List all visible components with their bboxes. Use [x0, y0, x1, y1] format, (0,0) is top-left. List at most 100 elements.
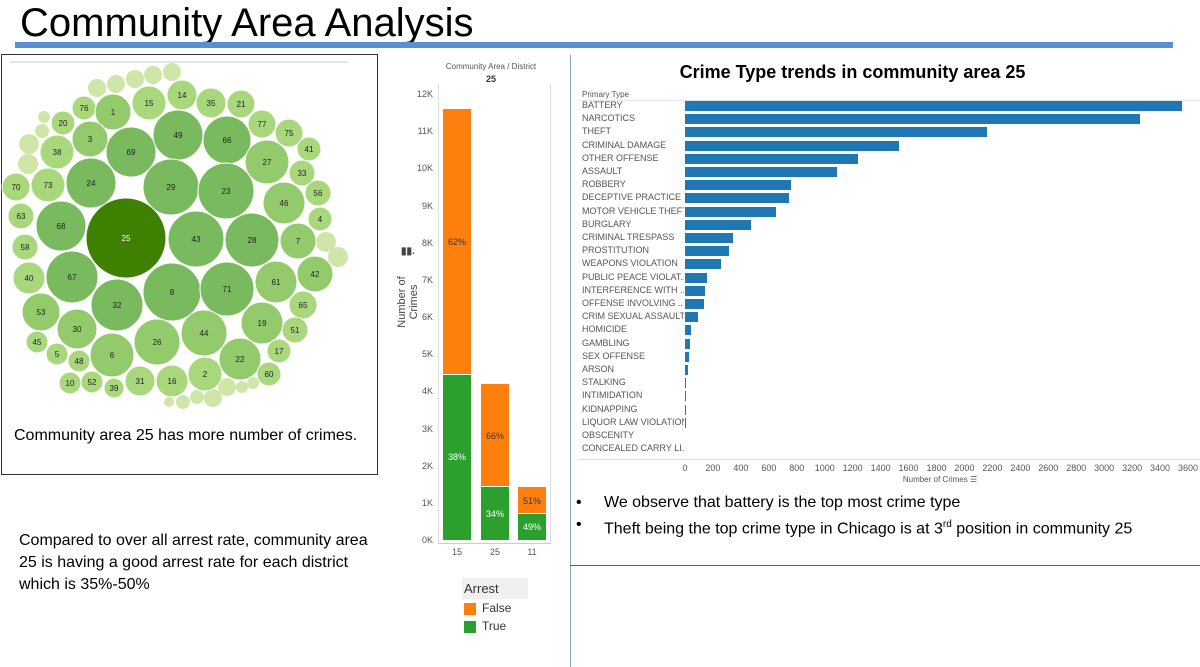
bubble[interactable]	[176, 395, 190, 409]
bubble[interactable]	[88, 79, 106, 97]
bubble-33[interactable]	[288, 159, 316, 187]
bar-crim-sexual-assault[interactable]	[685, 312, 698, 323]
bubble-68[interactable]	[35, 200, 87, 252]
bubble[interactable]	[38, 111, 50, 123]
bubble-75[interactable]	[274, 118, 304, 148]
bubble-1[interactable]	[94, 93, 132, 131]
bubble[interactable]	[247, 377, 259, 389]
bar-robbery[interactable]	[685, 180, 792, 191]
bubble-30[interactable]	[56, 308, 98, 350]
bar-offense-involving-[interactable]	[685, 299, 705, 309]
bubble-70[interactable]	[1, 172, 31, 202]
bubble[interactable]	[328, 247, 348, 267]
bubble[interactable]	[107, 75, 125, 93]
bubble-21[interactable]	[226, 89, 256, 119]
bubble-56[interactable]	[304, 179, 332, 207]
bubble-26[interactable]	[133, 318, 181, 366]
bar-chart-icon[interactable]: ▮▮.	[401, 246, 415, 257]
bubble[interactable]	[144, 66, 162, 84]
bar-narcotics[interactable]	[685, 114, 1140, 125]
bubble[interactable]	[316, 232, 336, 252]
bar-motor-vehicle-theft[interactable]	[685, 206, 777, 217]
bar-true-11[interactable]	[518, 514, 546, 540]
bubble[interactable]	[126, 70, 144, 88]
bubble-7[interactable]	[279, 222, 317, 260]
bubble-44[interactable]	[180, 309, 228, 357]
bubble-25[interactable]	[85, 197, 167, 279]
bar-assault[interactable]	[685, 167, 837, 177]
bubble-20[interactable]	[50, 110, 76, 136]
bar-theft[interactable]	[685, 127, 987, 138]
bubble-61[interactable]	[254, 260, 298, 304]
bubble[interactable]	[35, 124, 49, 138]
bubble-77[interactable]	[247, 109, 277, 139]
bar-burglary[interactable]	[685, 219, 751, 230]
bubble-28[interactable]	[224, 212, 280, 268]
bar-weapons-violation[interactable]	[685, 259, 722, 270]
bubble-42[interactable]	[296, 255, 334, 293]
bar-prostitution[interactable]	[685, 246, 730, 257]
bar-stalking[interactable]	[685, 378, 686, 389]
bubble-24[interactable]	[65, 157, 117, 209]
bar-true-25[interactable]	[481, 487, 509, 540]
bubble-58[interactable]	[11, 233, 39, 261]
bubble-41[interactable]	[296, 136, 322, 162]
bubble-4[interactable]	[307, 206, 333, 232]
bubble-71[interactable]	[199, 261, 255, 317]
bar-kidnapping[interactable]	[685, 404, 686, 415]
bubble-38[interactable]	[39, 134, 75, 170]
bubble-23[interactable]	[197, 162, 255, 220]
bubble-65[interactable]	[288, 290, 318, 320]
bar-criminal-damage[interactable]	[685, 140, 900, 151]
bubble-6[interactable]	[89, 332, 135, 378]
bubble-46[interactable]	[262, 181, 306, 225]
bubble-51[interactable]	[281, 316, 309, 344]
bubble-31[interactable]	[124, 365, 156, 397]
bubble-67[interactable]	[45, 250, 99, 304]
bubble[interactable]	[236, 381, 248, 393]
bar-liquor-law-violation[interactable]	[685, 417, 686, 428]
bubble[interactable]	[163, 63, 181, 81]
bubble-53[interactable]	[21, 292, 61, 332]
bubble-63[interactable]	[7, 202, 35, 230]
bubble-15[interactable]	[131, 85, 167, 121]
sort-icon[interactable]: ☰	[969, 475, 978, 484]
bar-sex-offense[interactable]	[685, 351, 690, 362]
bubble-35[interactable]	[195, 87, 227, 119]
bubble[interactable]	[18, 154, 38, 174]
bubble[interactable]	[164, 397, 174, 407]
bubble-5[interactable]	[45, 342, 69, 366]
bar-false-11[interactable]	[518, 487, 546, 515]
bubble-19[interactable]	[240, 301, 284, 345]
bubble-27[interactable]	[244, 139, 290, 185]
bar-false-25[interactable]	[481, 383, 509, 488]
bubble-22[interactable]	[218, 337, 262, 381]
bar-battery[interactable]	[685, 101, 1182, 111]
bubble-2[interactable]	[187, 356, 223, 392]
bubble-43[interactable]	[167, 210, 225, 268]
bubble-39[interactable]	[103, 377, 125, 399]
bubble[interactable]	[190, 390, 204, 404]
bubble-3[interactable]	[71, 120, 109, 158]
bar-other-offense[interactable]	[685, 153, 859, 164]
bar-public-peace-violat-[interactable]	[685, 272, 708, 283]
bar-true-15[interactable]	[443, 374, 471, 540]
bar-homicide[interactable]	[685, 325, 691, 336]
bubble-69[interactable]	[105, 126, 157, 178]
bubble-16[interactable]	[155, 364, 189, 398]
bubble-45[interactable]	[25, 330, 49, 354]
bubble[interactable]	[204, 389, 222, 407]
bubble-60[interactable]	[256, 361, 282, 387]
bar-false-15[interactable]	[443, 108, 471, 375]
bar-interference-with-[interactable]	[685, 285, 706, 296]
bar-criminal-trespass[interactable]	[685, 233, 734, 243]
bubble-73[interactable]	[30, 167, 66, 203]
bubble-48[interactable]	[67, 349, 91, 373]
bubble[interactable]	[218, 378, 236, 396]
bubble-17[interactable]	[266, 338, 292, 364]
bar-gambling[interactable]	[685, 338, 691, 349]
bubble-52[interactable]	[80, 370, 104, 394]
bubble[interactable]	[19, 134, 39, 154]
bar-arson[interactable]	[685, 365, 689, 375]
bar-intimidation[interactable]	[685, 391, 686, 402]
